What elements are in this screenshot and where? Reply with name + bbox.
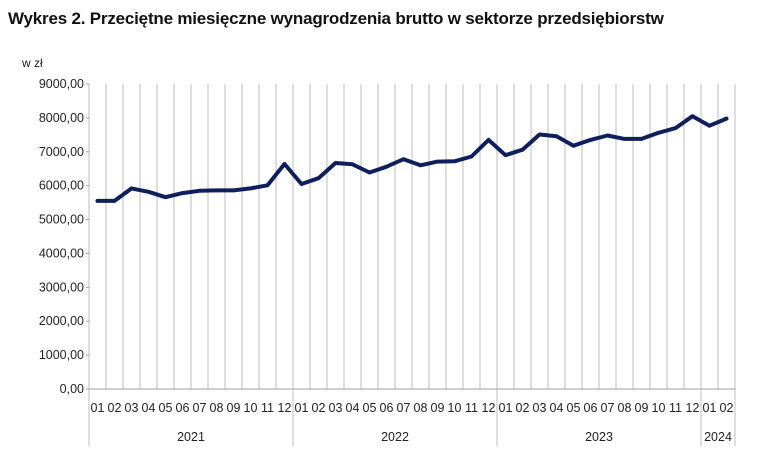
- x-tick-label: 11: [465, 401, 478, 415]
- data-point: [571, 143, 576, 148]
- y-tick-label: 7000,00: [39, 145, 84, 159]
- data-point: [146, 189, 151, 194]
- x-tick-label: 03: [533, 401, 547, 415]
- data-point: [282, 162, 287, 166]
- data-point: [129, 186, 134, 191]
- data-point: [605, 133, 610, 138]
- x-tick-label: 11: [261, 401, 274, 415]
- y-tick-label: 9000,00: [39, 77, 84, 91]
- year-label: 2022: [381, 430, 409, 444]
- x-tick-label: 09: [227, 401, 241, 415]
- data-point: [401, 157, 406, 162]
- data-point: [299, 182, 304, 186]
- data-point: [112, 199, 117, 203]
- data-point: [690, 114, 695, 118]
- data-point: [435, 159, 440, 164]
- data-point: [520, 147, 525, 152]
- data-point: [248, 186, 253, 191]
- y-tick-label: 4000,00: [39, 246, 84, 260]
- x-tick-label: 06: [176, 401, 190, 415]
- data-point: [486, 138, 491, 142]
- data-point: [180, 191, 185, 195]
- x-tick-label: 08: [210, 401, 224, 415]
- data-point: [707, 123, 712, 128]
- chart-title: Wykres 2. Przeciętne miesięczne wynagrod…: [8, 9, 664, 28]
- x-tick-label: 02: [720, 401, 734, 415]
- y-tick-label: 3000,00: [39, 280, 84, 294]
- x-tick-label: 04: [550, 401, 564, 415]
- x-tick-label: 04: [346, 401, 360, 415]
- data-point: [163, 195, 168, 199]
- x-tick-label: 01: [703, 401, 717, 415]
- x-tick-label: 05: [159, 401, 173, 415]
- x-tick-label: 07: [193, 401, 207, 415]
- x-tick-label: 03: [329, 401, 343, 415]
- year-label: 2023: [585, 430, 613, 444]
- data-point: [656, 131, 661, 135]
- x-tick-label: 12: [482, 401, 496, 415]
- series-layer: [95, 114, 729, 203]
- x-tick-label: 10: [244, 401, 258, 415]
- x-tick-label: 12: [278, 401, 292, 415]
- data-point: [503, 153, 508, 157]
- axis-layer: [86, 83, 736, 446]
- x-tick-label: 04: [142, 401, 156, 415]
- data-point: [384, 164, 389, 169]
- grid-layer: [88, 84, 736, 389]
- x-tick-label: 08: [414, 401, 428, 415]
- x-tick-label: 10: [448, 401, 462, 415]
- x-tick-label: 11: [669, 401, 682, 415]
- x-tick-label: 01: [499, 401, 513, 415]
- x-tick-label: 09: [431, 401, 445, 415]
- data-point: [350, 162, 355, 167]
- data-point: [231, 188, 236, 193]
- x-tick-label: 05: [363, 401, 377, 415]
- data-point: [197, 188, 202, 193]
- x-tick-label: 06: [380, 401, 394, 415]
- data-point: [554, 134, 559, 138]
- year-label: 2024: [704, 430, 732, 444]
- x-tick-label: 02: [312, 401, 326, 415]
- x-tick-label: 09: [635, 401, 649, 415]
- y-tick-label: 1000,00: [39, 348, 84, 362]
- x-tick-label: 06: [584, 401, 598, 415]
- data-point: [537, 132, 542, 137]
- y-tick-label: 8000,00: [39, 111, 84, 125]
- data-point: [95, 199, 100, 203]
- x-tick-label: 12: [686, 401, 700, 415]
- label-layer: 0,00 1000,00 2000,00 3000,00 4000,00 5000,00 6…: [39, 77, 734, 444]
- data-point: [639, 137, 644, 141]
- y-axis-unit-label: w zł: [21, 56, 43, 70]
- data-point: [333, 161, 338, 165]
- data-point: [469, 154, 474, 159]
- x-tick-label: 02: [108, 401, 122, 415]
- series-line: [95, 114, 729, 203]
- data-point: [452, 159, 457, 164]
- data-point: [724, 116, 729, 121]
- y-tick-label: 5000,00: [39, 213, 84, 227]
- y-tick-label: 2000,00: [39, 314, 84, 328]
- data-point: [316, 176, 321, 181]
- data-point: [588, 138, 593, 142]
- x-tick-label: 02: [516, 401, 530, 415]
- data-point: [673, 126, 678, 130]
- x-tick-label: 07: [601, 401, 615, 415]
- x-tick-label: 01: [295, 401, 309, 415]
- y-tick-label: 0,00: [60, 382, 84, 396]
- x-tick-label: 10: [652, 401, 666, 415]
- data-point: [622, 137, 627, 141]
- data-point: [367, 170, 372, 175]
- data-point: [265, 183, 270, 188]
- year-label: 2021: [177, 430, 205, 444]
- x-tick-label: 03: [125, 401, 139, 415]
- x-tick-label: 05: [567, 401, 581, 415]
- data-point: [214, 188, 219, 193]
- data-point: [418, 163, 423, 168]
- x-tick-label: 07: [397, 401, 411, 415]
- x-tick-label: 08: [618, 401, 632, 415]
- y-tick-label: 6000,00: [39, 179, 84, 193]
- x-tick-label: 01: [91, 401, 105, 415]
